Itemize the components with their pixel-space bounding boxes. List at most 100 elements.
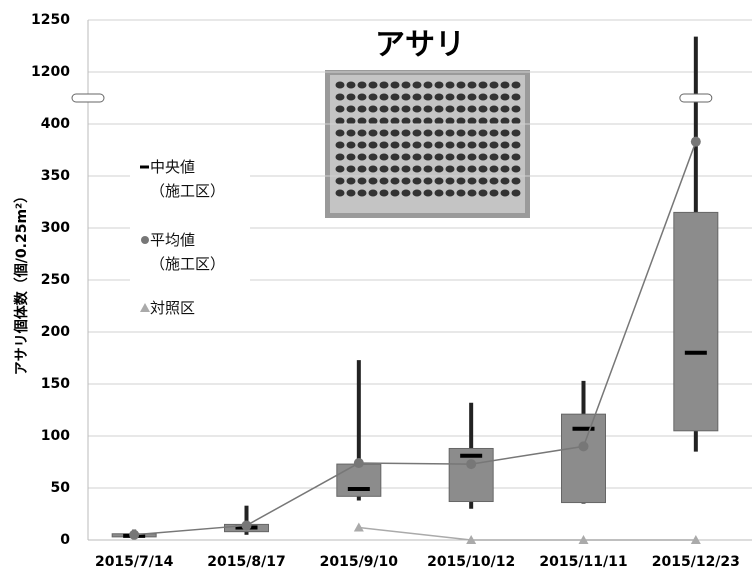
photo-dot <box>380 94 389 101</box>
photo-dot <box>391 130 400 137</box>
control-line <box>359 528 696 540</box>
photo-dot <box>512 82 521 89</box>
photo-dot <box>424 94 433 101</box>
photo-dot <box>435 94 444 101</box>
photo-dot <box>413 178 422 185</box>
photo-dot <box>435 118 444 125</box>
axis-break <box>72 94 104 102</box>
photo-dot <box>358 130 367 137</box>
photo-dot <box>490 154 499 161</box>
photo-dot <box>369 106 378 113</box>
photo-dot <box>468 154 477 161</box>
photo-dot <box>424 166 433 173</box>
photo-dot <box>369 178 378 185</box>
photo-dot <box>468 130 477 137</box>
x-tick-label: 2015/7/14 <box>95 554 174 570</box>
photo-dot <box>446 166 455 173</box>
photo-dot <box>435 82 444 89</box>
legend-mean: 平均値 （施工区） <box>150 228 225 276</box>
photo-dot <box>468 118 477 125</box>
photo-dot <box>336 142 345 149</box>
photo-dot <box>501 130 510 137</box>
photo-dot <box>457 106 466 113</box>
photo-dot <box>358 142 367 149</box>
photo-dot <box>391 166 400 173</box>
photo-dot <box>336 106 345 113</box>
photo-dot <box>347 130 356 137</box>
x-tick-label: 2015/12/23 <box>652 554 740 570</box>
photo-dot <box>446 94 455 101</box>
photo-dot <box>479 154 488 161</box>
photo-dot <box>457 142 466 149</box>
y-tick-label: 50 <box>51 480 71 496</box>
photo-dot <box>490 118 499 125</box>
photo-dot <box>446 142 455 149</box>
photo-dot <box>446 82 455 89</box>
mean-point <box>129 530 139 540</box>
photo-dot <box>336 154 345 161</box>
control-point <box>354 523 364 532</box>
photo-dot <box>435 178 444 185</box>
photo-dot <box>424 190 433 197</box>
photo-dot <box>402 142 411 149</box>
photo-dot <box>402 166 411 173</box>
photo-dot <box>512 118 521 125</box>
photo-dot <box>380 154 389 161</box>
photo-dot <box>457 154 466 161</box>
photo-dot <box>501 190 510 197</box>
photo-dot <box>402 178 411 185</box>
y-tick-label: 150 <box>41 376 70 392</box>
photo-dot <box>391 142 400 149</box>
photo-dot <box>347 178 356 185</box>
photo-dot <box>391 94 400 101</box>
photo-dot <box>457 118 466 125</box>
photo-dot <box>446 118 455 125</box>
photo-dot <box>468 190 477 197</box>
photo-dot <box>336 118 345 125</box>
mean-point <box>579 441 589 451</box>
photo-dot <box>512 166 521 173</box>
photo-dot <box>512 142 521 149</box>
mean-point <box>242 520 252 530</box>
photo-dot <box>402 118 411 125</box>
photo-dot <box>402 82 411 89</box>
box <box>337 464 381 496</box>
photo-dot <box>402 94 411 101</box>
photo-dot <box>435 106 444 113</box>
photo-dot <box>336 130 345 137</box>
y-tick-label: 1250 <box>31 12 70 28</box>
legend-mean-symbol <box>141 236 149 244</box>
photo-dot <box>468 178 477 185</box>
photo-dot <box>413 118 422 125</box>
photo-dot <box>347 106 356 113</box>
photo-dot <box>336 178 345 185</box>
photo-dot <box>501 118 510 125</box>
photo-dot <box>435 190 444 197</box>
photo-dot <box>369 94 378 101</box>
photo-dot <box>501 166 510 173</box>
photo-dot <box>501 106 510 113</box>
photo-dot <box>336 94 345 101</box>
photo-dot <box>435 142 444 149</box>
photo-dot <box>413 166 422 173</box>
photo-dot <box>424 118 433 125</box>
photo-dot <box>479 178 488 185</box>
photo-dot <box>413 190 422 197</box>
photo-dot <box>446 130 455 137</box>
photo-dot <box>380 166 389 173</box>
photo-dot <box>391 106 400 113</box>
photo-dot <box>391 118 400 125</box>
photo-dot <box>512 130 521 137</box>
photo-dot <box>446 154 455 161</box>
photo-dot <box>391 82 400 89</box>
photo-dot <box>424 178 433 185</box>
photo-dot <box>479 118 488 125</box>
y-tick-label: 250 <box>41 272 70 288</box>
page: {"chart_data": {"type": "box", "title": … <box>0 0 755 579</box>
photo-dot <box>336 166 345 173</box>
photo-dot <box>501 94 510 101</box>
photo-dot <box>479 82 488 89</box>
photo-dot <box>446 178 455 185</box>
photo-dot <box>358 178 367 185</box>
photo-dot <box>336 82 345 89</box>
